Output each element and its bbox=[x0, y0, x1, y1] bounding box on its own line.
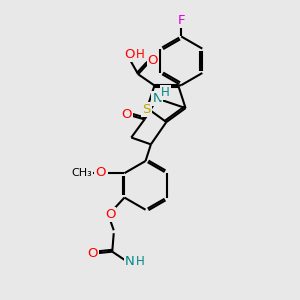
Text: O: O bbox=[148, 54, 158, 67]
Text: F: F bbox=[178, 14, 185, 27]
Text: N: N bbox=[152, 92, 162, 105]
Text: O: O bbox=[124, 48, 135, 61]
Text: H: H bbox=[161, 86, 170, 99]
Text: S: S bbox=[142, 103, 151, 116]
Text: H: H bbox=[136, 48, 145, 61]
Text: O: O bbox=[105, 208, 116, 221]
Text: O: O bbox=[95, 166, 106, 179]
Text: CH₃: CH₃ bbox=[72, 168, 93, 178]
Text: O: O bbox=[87, 247, 98, 260]
Text: H: H bbox=[136, 255, 145, 268]
Text: N: N bbox=[125, 255, 135, 268]
Text: O: O bbox=[122, 108, 132, 121]
